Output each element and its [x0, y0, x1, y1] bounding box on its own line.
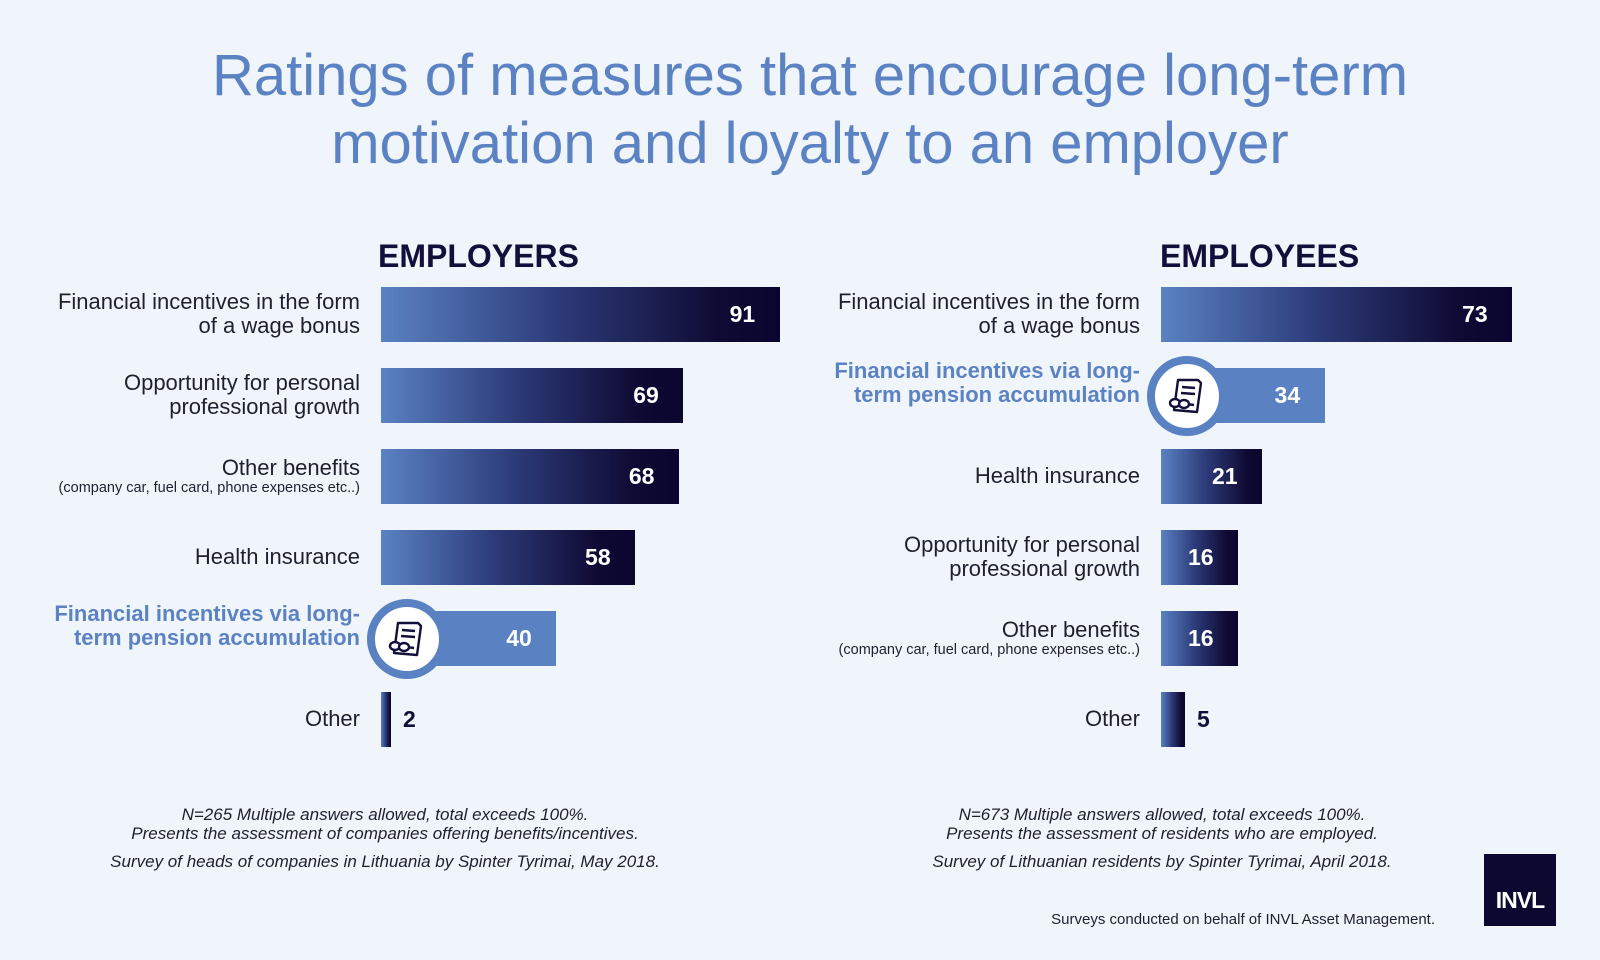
employees-chart: EMPLOYEES Financial incentives in the for…: [780, 230, 1580, 871]
category-label: Financial incentives via long-term pensi…: [820, 359, 1140, 407]
panel-title: EMPLOYERS: [378, 238, 579, 274]
category-label-text: Financial incentives in the form of a wa…: [837, 289, 1140, 338]
bar: [1161, 449, 1262, 504]
category-label-text: Health insurance: [194, 544, 360, 569]
bar-value-label: 16: [1187, 625, 1214, 651]
invl-logo: INVL: [1484, 854, 1556, 926]
category-label-note: (company car, fuel card, phone expenses …: [58, 480, 360, 496]
page-title: Ratings of measures that encourage long-…: [0, 42, 1600, 178]
bar-value-label: 5: [1197, 706, 1210, 732]
page-title-line-1: Ratings of measures that encourage long-…: [211, 43, 1409, 108]
bar-value-label: 21: [1212, 463, 1238, 489]
category-label: Opportunity for personal professional gr…: [40, 371, 360, 419]
category-label: Other benefits (company car, fuel card, p…: [820, 617, 1140, 659]
category-label-text: Financial incentives via long-term pensi…: [834, 358, 1140, 407]
bar-value-label: 2: [403, 706, 416, 732]
bar-value-label: 91: [729, 301, 756, 327]
category-label: Other benefits (company car, fuel card, p…: [40, 455, 360, 497]
bar-value-label: 58: [585, 544, 611, 570]
bar-value-label: 40: [506, 625, 532, 651]
page-title-line-2: motivation and loyalty to an employer: [331, 111, 1289, 176]
bar: [381, 449, 679, 504]
employers-chart: EMPLOYERS Financial incentives in the for…: [0, 230, 800, 871]
category-label: Other: [820, 707, 1140, 731]
bar: [381, 692, 391, 747]
survey-note: Presents the assessment of companies off…: [131, 824, 639, 843]
category-label-text: Opportunity for personal professional gr…: [123, 370, 360, 419]
category-label-text: Financial incentives in the form of a wa…: [57, 289, 360, 338]
category-label: Financial incentives in the form of a wa…: [40, 290, 360, 338]
category-label-text: Other: [304, 706, 360, 731]
survey-note: Survey of heads of companies in Lithuani…: [110, 852, 660, 871]
category-label-text: Financial incentives via long-term pensi…: [54, 601, 360, 650]
category-label: Financial incentives via long-term pensi…: [40, 602, 360, 650]
survey-note: N=673 Multiple answers allowed, total ex…: [958, 805, 1366, 824]
pension-document-icon: [1147, 356, 1227, 436]
bar: [1161, 611, 1238, 666]
bar-value-label: 69: [633, 382, 659, 408]
bar-value-label: 68: [628, 463, 655, 489]
bar: [1161, 530, 1238, 585]
bar-value-label: 73: [1462, 301, 1488, 327]
pension-document-icon: [367, 599, 447, 679]
panel-title: EMPLOYEES: [1160, 238, 1360, 274]
category-label-text: Other benefits: [1001, 617, 1140, 642]
category-label-note: (company car, fuel card, phone expenses …: [838, 642, 1140, 658]
survey-note: Presents the assessment of residents who…: [946, 824, 1378, 843]
bar: [1161, 287, 1513, 342]
invl-logo-text: INVL: [1495, 887, 1545, 913]
bar-value-label: 34: [1274, 382, 1301, 408]
bar: [1161, 692, 1186, 747]
category-label: Health insurance: [820, 464, 1140, 488]
survey-note: N=265 Multiple answers allowed, total ex…: [181, 805, 589, 824]
category-label-text: Other benefits: [221, 455, 360, 480]
category-label: Health insurance: [40, 545, 360, 569]
category-label: Opportunity for personal professional gr…: [820, 533, 1140, 581]
category-label-text: Opportunity for personal professional gr…: [903, 532, 1140, 581]
category-label-text: Other: [1084, 706, 1140, 731]
category-label-text: Health insurance: [974, 463, 1140, 488]
bar: [381, 368, 684, 423]
bar: [381, 287, 780, 342]
bar: [381, 530, 636, 585]
brand-note: Surveys conducted on behalf of INVL Asse…: [1051, 911, 1435, 928]
category-label: Other: [40, 707, 360, 731]
survey-note: Survey of Lithuanian residents by Spinte…: [932, 852, 1392, 871]
category-label: Financial incentives in the form of a wa…: [820, 290, 1140, 338]
bar-value-label: 16: [1187, 544, 1214, 570]
